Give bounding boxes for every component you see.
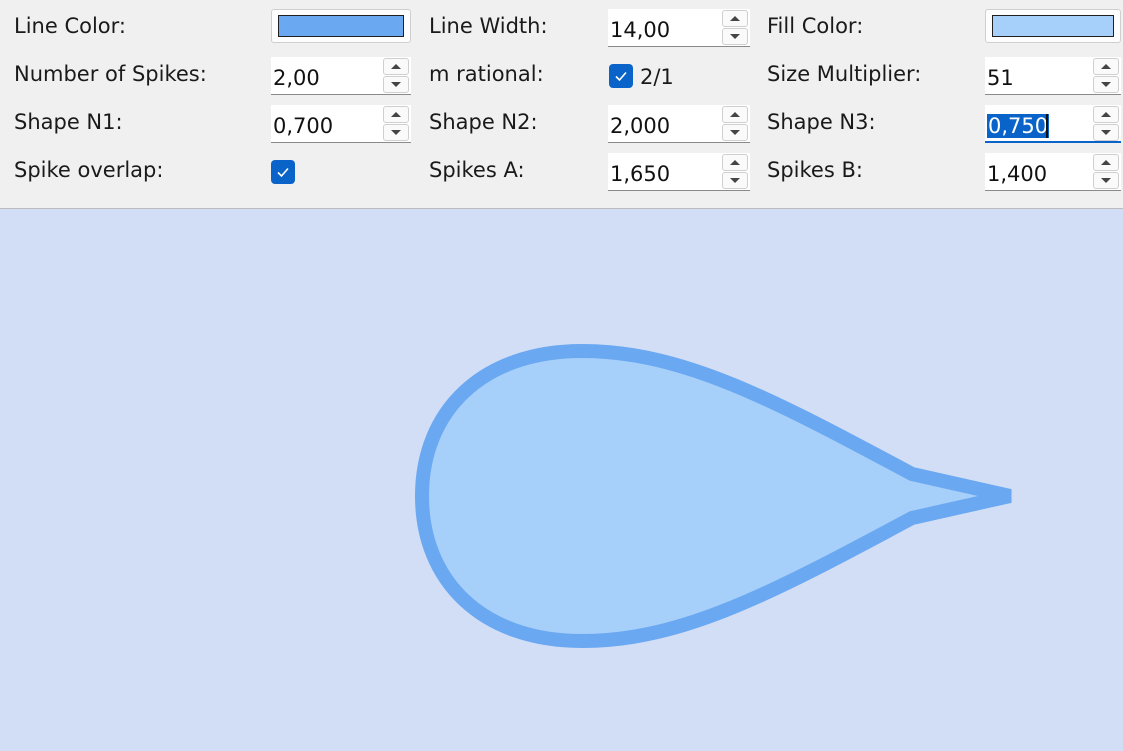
settings-panel: Line Color: Line Width: 14,00 Fill Color… [0, 0, 1123, 209]
spikes-a-spinbox[interactable]: 1,650 [608, 153, 750, 191]
spikes-b-label: Spikes B: [767, 158, 863, 182]
m-rational-checkbox[interactable] [609, 64, 633, 88]
spikes-a-up-button[interactable] [722, 154, 748, 171]
chevron-up-icon [1101, 64, 1111, 69]
spikes-b-up-button[interactable] [1093, 154, 1119, 171]
shape-n3-spinbox[interactable]: 0,750 [985, 105, 1121, 143]
size-mult-spinbox[interactable]: 51 [985, 57, 1121, 95]
line-width-up-button[interactable] [722, 10, 748, 27]
chevron-down-icon [730, 130, 740, 135]
shape-n2-spinbox[interactable]: 2,000 [608, 105, 750, 143]
shape-n2-down-button[interactable] [722, 124, 748, 141]
line-width-label: Line Width: [429, 14, 548, 38]
chevron-up-icon [730, 160, 740, 165]
shape-n3-down-button[interactable] [1093, 124, 1119, 141]
shape-n1-spinbox[interactable]: 0,700 [271, 105, 411, 143]
line-color-button[interactable] [271, 9, 411, 43]
spike-overlap-label: Spike overlap: [14, 158, 164, 182]
teardrop-shape [414, 343, 1012, 649]
shape-n3-label: Shape N3: [767, 110, 876, 134]
m-rational-label: m rational: [429, 62, 544, 86]
line-width-down-button[interactable] [722, 28, 748, 45]
check-icon [615, 71, 627, 82]
size-mult-up-button[interactable] [1093, 58, 1119, 75]
chevron-up-icon [1101, 112, 1111, 117]
spikes-a-down-button[interactable] [722, 172, 748, 189]
spikes-b-spinbox[interactable]: 1,400 [985, 153, 1121, 191]
chevron-down-icon [730, 178, 740, 183]
chevron-up-icon [1101, 160, 1111, 165]
shape-n2-up-button[interactable] [722, 106, 748, 123]
m-rational-value: 2/1 [640, 65, 674, 89]
chevron-down-icon [1101, 178, 1111, 183]
shape-n1-spin-buttons [381, 105, 411, 141]
shape-n2-label: Shape N2: [429, 110, 538, 134]
shape-n1-value[interactable]: 0,700 [273, 114, 334, 138]
chevron-down-icon [391, 130, 401, 135]
fill-color-swatch [992, 15, 1114, 37]
shape-n1-down-button[interactable] [383, 124, 409, 141]
chevron-down-icon [391, 82, 401, 87]
num-spikes-label: Number of Spikes: [14, 62, 207, 86]
spikes-b-down-button[interactable] [1093, 172, 1119, 189]
num-spikes-value[interactable]: 2,00 [273, 66, 320, 90]
spikes-b-spin-buttons [1091, 153, 1121, 189]
line-color-label: Line Color: [14, 14, 126, 38]
fill-color-label: Fill Color: [767, 14, 864, 38]
num-spikes-spinbox[interactable]: 2,00 [271, 57, 411, 95]
line-width-value[interactable]: 14,00 [610, 18, 671, 42]
chevron-up-icon [730, 16, 740, 21]
size-mult-down-button[interactable] [1093, 76, 1119, 93]
chevron-down-icon [1101, 130, 1111, 135]
shape-n3-value[interactable]: 0,750 [987, 114, 1050, 138]
size-mult-label: Size Multiplier: [767, 62, 922, 86]
shape-n2-value[interactable]: 2,000 [610, 114, 671, 138]
size-mult-spin-buttons [1091, 57, 1121, 93]
check-icon [277, 167, 289, 178]
num-spikes-up-button[interactable] [383, 58, 409, 75]
size-mult-value[interactable]: 51 [987, 66, 1014, 90]
fill-color-button[interactable] [985, 9, 1121, 43]
spikes-b-value[interactable]: 1,400 [987, 162, 1048, 186]
chevron-up-icon [391, 64, 401, 69]
drawing-canvas[interactable] [0, 209, 1123, 747]
shape-n3-spin-buttons [1091, 105, 1121, 141]
spike-overlap-checkbox[interactable] [271, 160, 295, 184]
spikes-a-label: Spikes A: [429, 158, 525, 182]
spikes-a-value[interactable]: 1,650 [610, 162, 671, 186]
num-spikes-down-button[interactable] [383, 76, 409, 93]
line-width-spin-buttons [720, 9, 750, 45]
num-spikes-spin-buttons [381, 57, 411, 93]
chevron-up-icon [730, 112, 740, 117]
shape-n1-up-button[interactable] [383, 106, 409, 123]
line-width-spinbox[interactable]: 14,00 [608, 9, 750, 47]
chevron-down-icon [730, 34, 740, 39]
shape-n3-up-button[interactable] [1093, 106, 1119, 123]
shape-svg [414, 343, 1012, 649]
chevron-down-icon [1101, 82, 1111, 87]
chevron-up-icon [391, 112, 401, 117]
line-color-swatch [278, 15, 404, 37]
spikes-a-spin-buttons [720, 153, 750, 189]
shape-n1-label: Shape N1: [14, 110, 123, 134]
text-caret [1046, 114, 1048, 138]
shape-n2-spin-buttons [720, 105, 750, 141]
